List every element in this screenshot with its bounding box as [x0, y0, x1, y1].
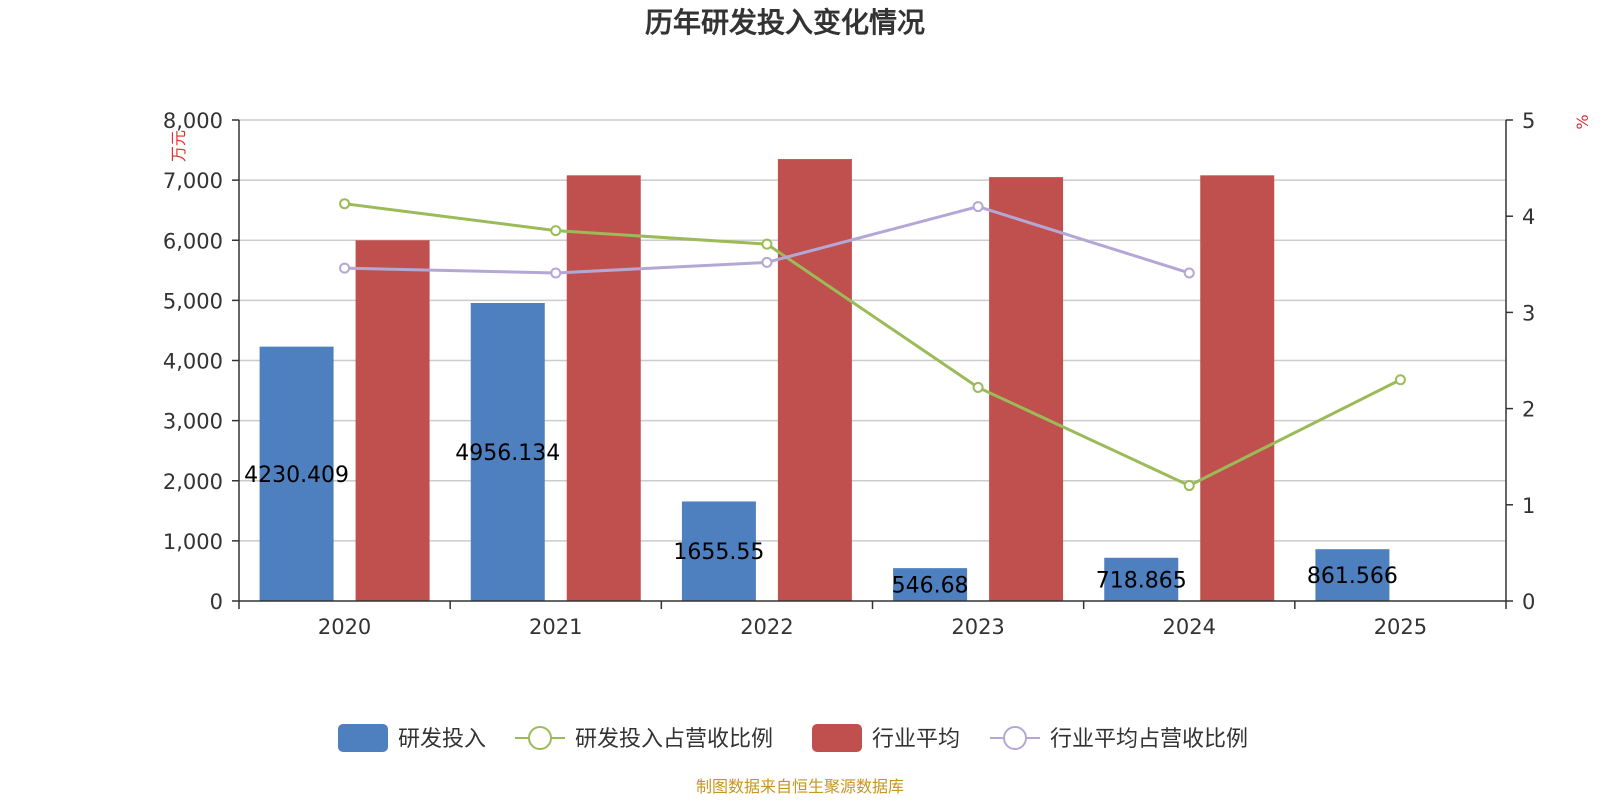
bars-group [259, 159, 1390, 602]
x-axis-tick-label: 2021 [529, 615, 582, 639]
x-axis-tick-label: 2024 [1163, 615, 1216, 639]
industry-average-bar [989, 177, 1064, 601]
left-axis-tick-label: 7,000 [163, 169, 223, 193]
rd-investment-data-label: 1655.55 [673, 540, 764, 565]
left-axis-tick-label: 3,000 [163, 410, 223, 434]
x-axis-tick-label: 2020 [318, 615, 371, 639]
rd-ratio-point [761, 238, 773, 250]
legend-rd-investment-swatch [338, 724, 388, 752]
left-axis-tick-label: 1,000 [163, 530, 223, 554]
industry-average-bar [566, 175, 641, 601]
right-axis-tick-label: 5 [1522, 109, 1535, 133]
rd-investment-data-label: 718.865 [1096, 568, 1187, 593]
rd-investment-bar [259, 346, 334, 601]
x-axis-tick-label: 2022 [740, 615, 793, 639]
rd-ratio-point [550, 225, 562, 237]
rd-investment-bar [1104, 557, 1179, 601]
legend-rd-ratio-label: 研发投入占营收比例 [575, 727, 773, 752]
industry-average-bar [355, 240, 430, 601]
legend: 研发投入 研发投入占营收比例 行业平均 行业平均占营收比例 [338, 724, 1248, 752]
left-axis-tick-label: 6,000 [163, 229, 223, 253]
industry-ratio-point [1183, 267, 1195, 279]
legend-industry-average-label: 行业平均 [872, 727, 960, 752]
legend-rd-investment-label: 研发投入 [398, 727, 486, 752]
lines-group [339, 198, 1406, 492]
rd-investment-bar [1315, 549, 1390, 601]
rd-ratio-point [1394, 374, 1406, 386]
right-axis-tick-label: 1 [1522, 494, 1535, 518]
industry-average-bar [777, 159, 852, 602]
rd-investment-data-label: 546.68 [892, 574, 969, 599]
rd-ratio-point [339, 198, 351, 210]
x-axis-tick-label: 2025 [1374, 615, 1427, 639]
right-axis-tick-label: 3 [1522, 301, 1535, 325]
rd-ratio-line [344, 202, 1402, 488]
chart-title: 历年研发投入变化情况 [645, 6, 925, 39]
legend-rd-ratio-swatch-marker [528, 726, 552, 750]
source-note: 制图数据来自恒生聚源数据库 [696, 777, 904, 796]
grid-lines [239, 119, 1506, 542]
rd-investment-data-label: 861.566 [1307, 564, 1398, 589]
industry-average-bar [1200, 175, 1275, 601]
left-axis-unit: 万元 [169, 130, 188, 162]
right-axis-tick-label: 2 [1522, 398, 1535, 422]
left-axis-tick-label: 8,000 [163, 109, 223, 133]
left-axis-tick-label: 2,000 [163, 470, 223, 494]
rd-ratio-point [972, 381, 984, 393]
legend-industry-ratio-swatch-marker [1003, 726, 1027, 750]
left-axis-tick-label: 4,000 [163, 350, 223, 374]
industry-ratio-point [761, 256, 773, 268]
right-axis-unit: % [1573, 114, 1592, 129]
x-axis-tick-label: 2023 [951, 615, 1004, 639]
rd-ratio-point [1183, 480, 1195, 492]
rd-investment-bar [681, 501, 756, 601]
legend-industry-average-swatch [812, 724, 862, 752]
rd-investment-data-label: 4956.134 [455, 441, 560, 466]
right-axis-tick-label: 4 [1522, 205, 1535, 229]
industry-ratio-point [550, 267, 562, 279]
left-axis-tick-label: 5,000 [163, 289, 223, 313]
right-axis-tick-label: 0 [1522, 590, 1535, 614]
rd-investment-data-label: 4230.409 [244, 463, 349, 488]
axes-group: 0 1,000 2,000 3,000 4,000 5,000 6,000 7,000 8,00… [163, 109, 1536, 639]
rd-investment-bar [893, 568, 968, 601]
industry-ratio-point [972, 201, 984, 213]
industry-ratio-point [339, 262, 351, 274]
rd-investment-bar [470, 303, 545, 601]
legend-industry-ratio-label: 行业平均占营收比例 [1050, 727, 1248, 752]
bar-labels-group: 4230.409 4956.134 1655.55 546.68 718.865 861.… [244, 441, 1398, 599]
left-axis-tick-label: 0 [210, 590, 223, 614]
